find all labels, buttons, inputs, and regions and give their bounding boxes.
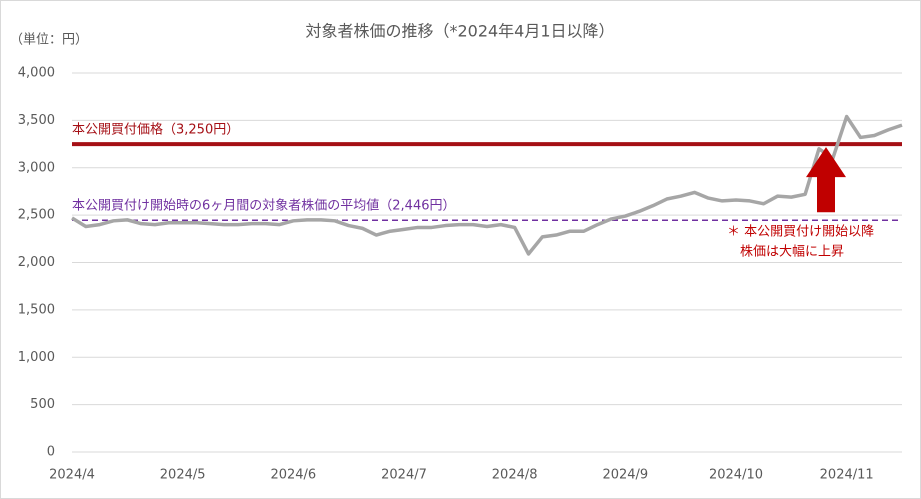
reference-label: 本公開買付価格（3,250円）: [72, 122, 239, 138]
y-tick-label: 500: [30, 397, 55, 412]
x-tick-label: 2024/5: [160, 468, 206, 483]
y-tick-label: 1,500: [18, 302, 55, 317]
x-tick-label: 2024/7: [381, 468, 427, 483]
annotation: 株価は大幅に上昇: [740, 245, 844, 260]
rise-arrow: [806, 147, 846, 213]
y-tick-label: 2,000: [18, 255, 55, 270]
x-tick-label: 2024/11: [820, 468, 874, 483]
annotation: ＊ 本公開買付け開始以降: [727, 225, 874, 240]
y-tick-label: 1,000: [18, 350, 55, 365]
price-line: [71, 114, 903, 256]
x-tick-label: 2024/10: [709, 468, 763, 483]
x-tick-label: 2024/4: [49, 468, 95, 483]
y-tick-label: 3,000: [18, 160, 55, 175]
y-tick-label: 0: [47, 445, 55, 460]
x-tick-label: 2024/9: [602, 468, 648, 483]
reference-label: 本公開買付け開始時の6ヶ月間の対象者株価の平均値（2,446円）: [72, 198, 456, 214]
chart-title: 対象者株価の推移（*2024年4月1日以降）: [305, 22, 614, 41]
y-tick-label: 4,000: [18, 66, 55, 81]
y-tick-label: 2,500: [18, 208, 55, 223]
x-tick-label: 2024/6: [270, 468, 316, 483]
y-tick-label: 3,500: [18, 113, 55, 128]
x-tick-label: 2024/8: [492, 468, 538, 483]
unit-label: （単位：円）: [10, 32, 88, 48]
